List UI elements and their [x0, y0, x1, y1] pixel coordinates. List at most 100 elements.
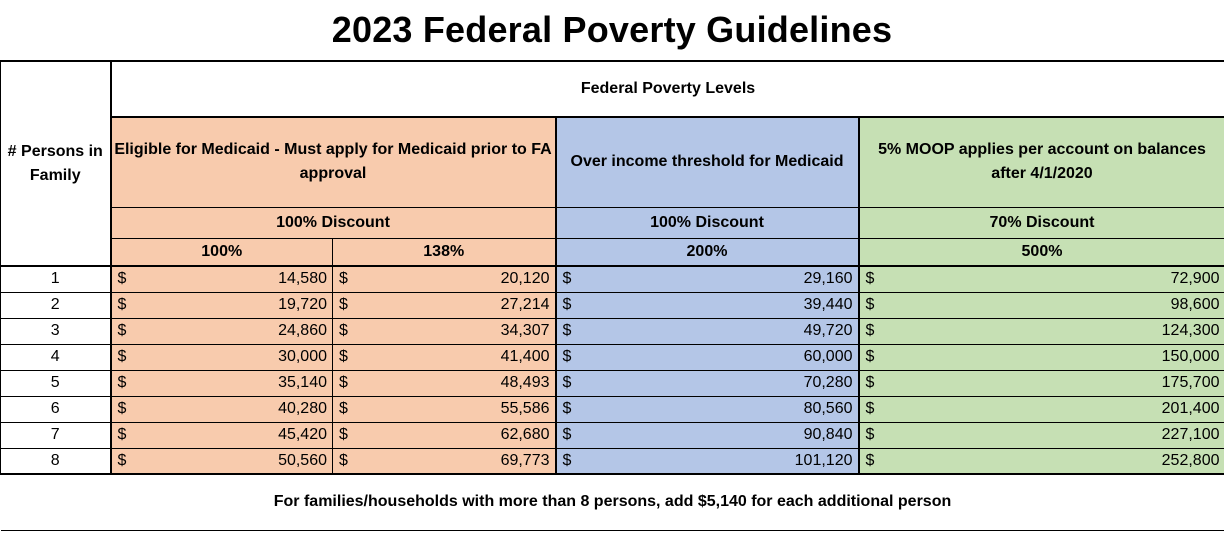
- group-moop-description: 5% MOOP applies per account on balances …: [858, 116, 1224, 208]
- currency-symbol: $: [339, 400, 348, 417]
- table-row: 6 $40,280 $55,586 $80,560 $201,400: [0, 395, 1224, 423]
- money-value: $45,420: [112, 426, 333, 444]
- cell-fpl-138: $69,773: [332, 447, 557, 475]
- money-value: $55,586: [333, 400, 555, 418]
- cell-fpl-138: $48,493: [332, 369, 557, 397]
- currency-symbol: $: [117, 270, 127, 288]
- persons-count: 7: [0, 421, 112, 449]
- currency-symbol: $: [339, 270, 348, 288]
- amount: 45,420: [278, 426, 327, 443]
- money-value: $201,400: [860, 400, 1224, 418]
- cell-fpl-200: $90,840: [555, 421, 860, 449]
- amount: 101,120: [794, 451, 853, 469]
- currency-symbol: $: [562, 296, 572, 313]
- currency-symbol: $: [117, 400, 127, 417]
- amount: 72,900: [1170, 270, 1220, 288]
- money-value: $69,773: [333, 452, 555, 470]
- group-over-income-description: Over income threshold for Medicaid: [555, 116, 860, 208]
- amount: 35,140: [278, 374, 327, 391]
- currency-symbol: $: [339, 451, 348, 469]
- money-value: $98,600: [860, 296, 1224, 314]
- cell-fpl-200: $29,160: [555, 265, 860, 293]
- persons-count: 6: [0, 395, 112, 423]
- discount-moop: 70% Discount: [858, 206, 1224, 239]
- cell-fpl-500: $227,100: [858, 421, 1224, 449]
- currency-symbol: $: [339, 426, 348, 443]
- amount: 30,000: [278, 348, 327, 365]
- level-200: 200%: [555, 237, 860, 267]
- money-value: $90,840: [557, 426, 858, 444]
- group-medicaid-eligible-description: Eligible for Medicaid - Must apply for M…: [110, 116, 557, 208]
- currency-symbol: $: [562, 451, 572, 469]
- amount: 40,280: [278, 400, 327, 417]
- table-row: 5 $35,140 $48,493 $70,280 $175,700: [0, 369, 1224, 397]
- money-value: $227,100: [860, 426, 1224, 444]
- cell-fpl-100: $24,860: [110, 317, 333, 345]
- persons-count: 3: [0, 317, 112, 345]
- currency-symbol: $: [562, 400, 572, 417]
- cell-fpl-200: $80,560: [555, 395, 860, 423]
- money-value: $70,280: [557, 374, 858, 392]
- currency-symbol: $: [339, 348, 348, 365]
- currency-symbol: $: [117, 296, 127, 313]
- currency-symbol: $: [865, 296, 875, 313]
- poverty-table: # Persons in Family Federal Poverty Leve…: [0, 60, 1224, 531]
- amount: 90,840: [803, 426, 853, 443]
- amount: 19,720: [278, 296, 327, 313]
- cell-fpl-500: $252,800: [858, 447, 1224, 475]
- currency-symbol: $: [562, 426, 572, 443]
- amount: 175,700: [1161, 374, 1220, 391]
- money-value: $35,140: [112, 374, 333, 392]
- persons-header: # Persons in Family: [0, 60, 112, 267]
- table-row: 4 $30,000 $41,400 $60,000 $150,000: [0, 343, 1224, 371]
- cell-fpl-100: $50,560: [110, 447, 333, 475]
- money-value: $80,560: [557, 400, 858, 418]
- currency-symbol: $: [117, 426, 127, 443]
- amount: 49,720: [803, 322, 853, 339]
- discount-medicaid-eligible: 100% Discount: [110, 206, 557, 239]
- cell-fpl-500: $72,900: [858, 265, 1224, 293]
- amount: 34,307: [500, 322, 550, 339]
- money-value: $101,120: [557, 452, 858, 470]
- cell-fpl-138: $62,680: [332, 421, 557, 449]
- money-value: $19,720: [112, 296, 333, 314]
- cell-fpl-200: $70,280: [555, 369, 860, 397]
- cell-fpl-500: $201,400: [858, 395, 1224, 423]
- cell-fpl-200: $60,000: [555, 343, 860, 371]
- persons-count: 5: [0, 369, 112, 397]
- amount: 41,400: [500, 348, 550, 365]
- table-row: 2 $19,720 $27,214 $39,440 $98,600: [0, 291, 1224, 319]
- cell-fpl-138: $27,214: [332, 291, 557, 319]
- cell-fpl-100: $45,420: [110, 421, 333, 449]
- currency-symbol: $: [562, 322, 572, 339]
- amount: 227,100: [1161, 426, 1220, 443]
- money-value: $124,300: [860, 322, 1224, 340]
- money-value: $41,400: [333, 348, 555, 366]
- persons-count: 1: [0, 265, 112, 293]
- currency-symbol: $: [339, 296, 348, 313]
- amount: 124,300: [1161, 322, 1220, 339]
- cell-fpl-138: $34,307: [332, 317, 557, 345]
- currency-symbol: $: [562, 348, 572, 365]
- amount: 50,560: [278, 451, 327, 469]
- table-subtitle: Federal Poverty Levels: [110, 60, 1224, 118]
- money-value: $252,800: [860, 452, 1224, 470]
- amount: 24,860: [278, 322, 327, 339]
- currency-symbol: $: [865, 451, 875, 469]
- cell-fpl-138: $55,586: [332, 395, 557, 423]
- amount: 201,400: [1161, 400, 1220, 417]
- persons-count: 4: [0, 343, 112, 371]
- amount: 48,493: [500, 374, 550, 391]
- table-row: 1 $14,580 $20,120 $29,160 $72,900: [0, 265, 1224, 293]
- amount: 39,440: [803, 296, 853, 313]
- currency-symbol: $: [865, 322, 875, 339]
- money-value: $62,680: [333, 426, 555, 444]
- level-138: 138%: [332, 237, 557, 267]
- amount: 80,560: [803, 400, 853, 417]
- currency-symbol: $: [339, 322, 348, 339]
- cell-fpl-100: $30,000: [110, 343, 333, 371]
- cell-fpl-500: $150,000: [858, 343, 1224, 371]
- money-value: $27,214: [333, 296, 555, 314]
- money-value: $34,307: [333, 322, 555, 340]
- currency-symbol: $: [562, 374, 572, 391]
